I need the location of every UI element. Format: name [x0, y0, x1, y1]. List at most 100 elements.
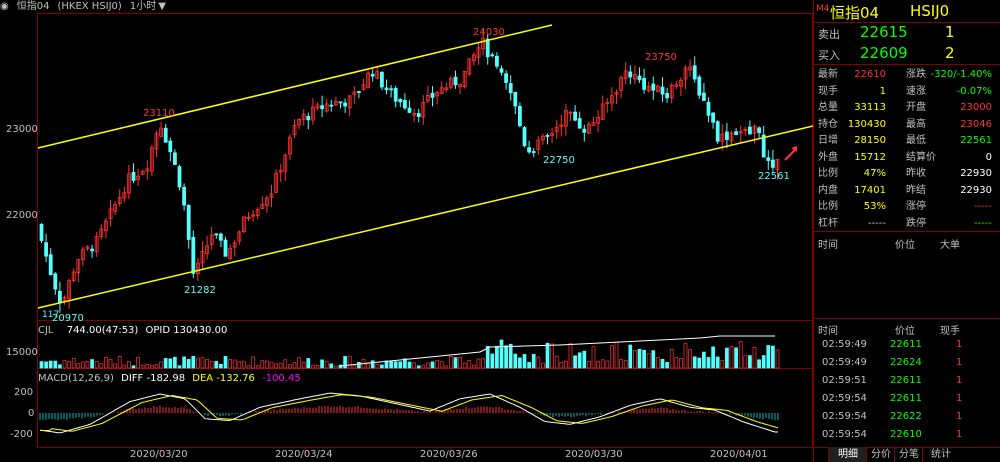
trade-time: 02:59:54: [822, 393, 867, 404]
volume-bar: [559, 361, 564, 369]
candle-body: [94, 236, 99, 253]
candle-body: [287, 136, 292, 155]
tab-tick-breakdown[interactable]: 分笔: [894, 447, 923, 462]
candle-body: [471, 54, 476, 62]
trade-row[interactable]: 02:59:51 22611 1: [818, 372, 1000, 390]
volume-bar: [628, 344, 633, 369]
contract-name: 恒指04: [16, 1, 50, 12]
stats-row: 外盘 15712 结算价 0: [818, 149, 1000, 167]
candle-body: [370, 73, 375, 77]
volume-bar: [228, 359, 232, 369]
candle-body: [729, 132, 734, 142]
stat-label: 开盘: [906, 102, 926, 113]
annotation-peak: 24030: [473, 27, 505, 38]
volume-bar: [375, 364, 380, 369]
volume-bar: [269, 361, 274, 369]
quote-name: 恒指04: [830, 4, 880, 22]
volume-bar: [127, 360, 131, 369]
x-tick: 2020/04/01: [710, 449, 768, 460]
chevron-down-icon[interactable]: ▼: [158, 1, 166, 12]
candle-body: [366, 72, 371, 88]
candle-body: [278, 169, 283, 173]
trades-time-header: 时间: [818, 326, 838, 337]
volume-bar: [476, 358, 481, 369]
eye-icon[interactable]: ◉: [0, 1, 9, 12]
trades-price-header: 价位: [895, 326, 915, 337]
candle-body: [379, 71, 384, 88]
trade-price: 22610: [890, 429, 922, 440]
volume-bar: [352, 365, 357, 369]
sell-price[interactable]: 22615: [860, 23, 908, 41]
candle-body: [554, 126, 559, 133]
candle-body: [766, 157, 771, 161]
stat-value: 17401: [854, 184, 886, 196]
stat-label: 持仓: [818, 118, 838, 130]
volume-bar: [633, 350, 637, 369]
big-orders-header: 大单: [940, 240, 960, 251]
trade-time: 02:59:54: [822, 429, 867, 440]
volume-bar: [619, 359, 623, 369]
volume-bar: [435, 359, 439, 369]
candle-body: [163, 127, 168, 143]
channel-lower-line: [37, 125, 813, 309]
candle-body: [223, 239, 228, 257]
buy-price[interactable]: 22609: [860, 44, 908, 62]
annotation-low: 22750: [543, 155, 575, 166]
tab-statistics[interactable]: 统计: [922, 447, 959, 462]
buy-label: 买入: [818, 49, 840, 62]
candle-body: [39, 223, 44, 241]
candle-body: [467, 58, 472, 75]
volume-bar: [159, 361, 163, 369]
candle-body: [582, 128, 587, 133]
volume-bar: [531, 354, 536, 369]
candle-body: [264, 197, 269, 206]
stats-row: 比例 53% 涨停 -----: [818, 198, 1000, 216]
candle-body: [44, 242, 48, 257]
stat-value: 0: [985, 151, 992, 163]
trade-row[interactable]: 02:59:54 22622 1: [818, 408, 1000, 426]
volume-bar: [99, 363, 104, 369]
volume-bar: [577, 352, 582, 369]
stat-label: 现手: [818, 85, 838, 97]
candle-body: [255, 209, 260, 216]
volume-bar: [550, 343, 554, 369]
trade-row[interactable]: 02:59:54 22610 1: [818, 426, 1000, 444]
candle-body: [81, 248, 85, 261]
tab-price-breakdown[interactable]: 分价: [866, 447, 895, 462]
candle-body: [218, 233, 223, 241]
tab-details[interactable]: 明细: [828, 447, 867, 462]
volume-bar: [94, 361, 99, 369]
trade-qty: 1: [956, 339, 963, 350]
volume-bar: [182, 356, 186, 369]
volume-bar: [343, 356, 347, 369]
candle-body: [214, 233, 219, 236]
dea-line: [40, 394, 779, 432]
volume-bar: [62, 360, 67, 369]
volume-bar: [508, 343, 513, 369]
volume-bar: [71, 357, 76, 369]
macd-y-tick: 200: [14, 387, 34, 398]
volume-bar: [743, 355, 748, 369]
stat-label: 内盘: [818, 184, 838, 196]
chart-canvas[interactable]: [0, 0, 813, 462]
volume-bar: [380, 364, 384, 369]
volume-bar: [219, 363, 223, 369]
volume-bar: [660, 358, 665, 369]
candle-body: [177, 166, 182, 188]
period-selector[interactable]: 1小时: [129, 1, 157, 12]
candle-body: [508, 83, 513, 94]
volume-bar: [504, 345, 508, 369]
trade-row[interactable]: 02:59:49 22624 1: [818, 354, 1000, 372]
candle-body: [99, 228, 104, 238]
trade-row[interactable]: 02:59:49 22611 1: [818, 336, 1000, 354]
volume-legend: CJL 744.00(47:53) OPID 130430.00: [38, 325, 227, 336]
volume-bar: [697, 357, 702, 369]
volume-bar: [140, 364, 145, 369]
volume-bar: [522, 354, 527, 369]
volume-bar: [554, 355, 559, 369]
candle-body: [734, 131, 738, 136]
candle-body: [494, 55, 499, 67]
candle-body: [674, 84, 679, 87]
trade-row[interactable]: 02:59:54 22611 1: [818, 390, 1000, 408]
volume-bar: [412, 362, 416, 369]
